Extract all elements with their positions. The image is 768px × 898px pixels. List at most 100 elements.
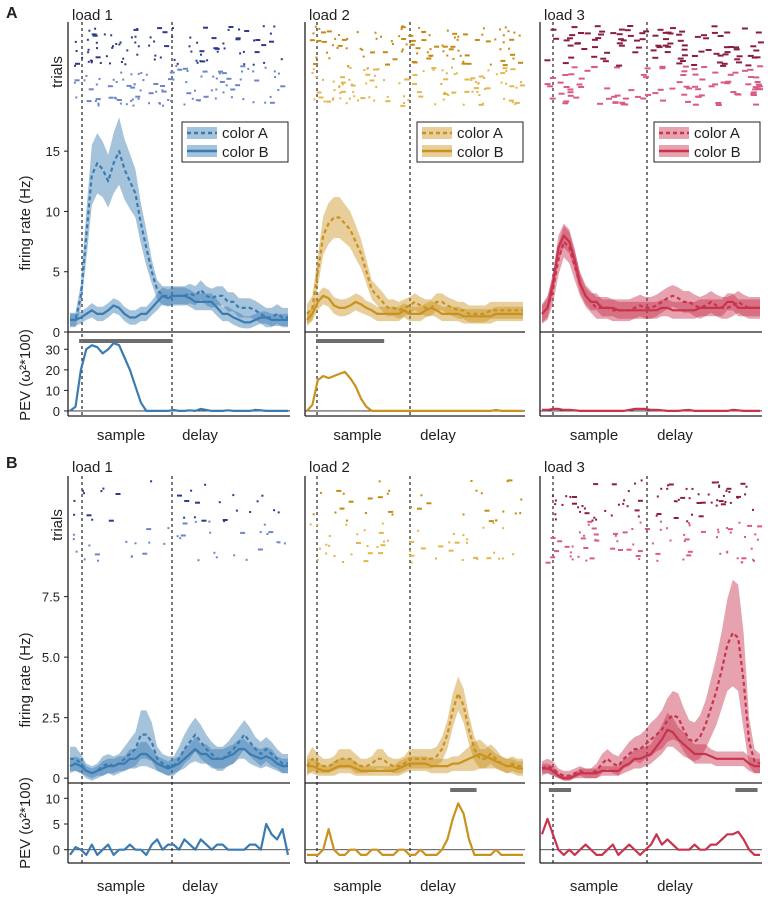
spike-tick [200, 75, 203, 78]
spike-tick [514, 101, 520, 104]
spike-tick [256, 500, 259, 503]
spike-tick [594, 539, 600, 542]
spike-tick [221, 72, 227, 75]
spike-tick [280, 58, 283, 61]
spike-tick [97, 559, 99, 562]
spike-tick [426, 57, 432, 60]
spike-tick [159, 56, 162, 59]
spike-tick [724, 51, 731, 54]
spike-tick [83, 558, 86, 561]
pev-tick-label: 5 [53, 817, 60, 832]
spike-tick [356, 542, 361, 544]
spike-tick [162, 104, 164, 107]
spike-tick [446, 29, 449, 32]
legend-b-label: color B [222, 144, 269, 161]
spike-tick [112, 78, 115, 81]
spike-tick [114, 96, 116, 99]
spike-tick [362, 55, 365, 58]
spike-tick [212, 75, 215, 78]
spike-tick [391, 43, 394, 45]
spike-tick [410, 506, 412, 509]
spike-tick [500, 81, 503, 84]
legend-box [181, 121, 289, 163]
spike-tick [203, 26, 208, 29]
spike-tick [680, 74, 687, 76]
spike-tick [445, 72, 448, 75]
spike-tick [340, 76, 345, 79]
spike-tick [334, 37, 337, 40]
spike-tick [277, 72, 280, 75]
spike-tick [485, 40, 491, 43]
spike-tick [196, 61, 199, 64]
spike-tick [448, 541, 451, 544]
spike-tick [130, 99, 133, 102]
spike-tick [160, 85, 165, 87]
spike-tick [473, 87, 479, 90]
spike-tick [699, 78, 706, 81]
spike-tick [215, 77, 218, 80]
spike-tick [554, 550, 560, 553]
spike-tick [204, 483, 207, 486]
spike-tick [112, 45, 114, 48]
spike-tick [583, 547, 589, 549]
raster [72, 480, 286, 562]
spike-tick [176, 535, 179, 538]
spike-tick [400, 26, 406, 29]
spike-tick [74, 40, 77, 43]
spike-tick [443, 91, 446, 94]
spike-tick [120, 71, 123, 74]
spike-tick [634, 95, 641, 98]
spike-tick [595, 518, 598, 521]
spike-tick [705, 49, 712, 51]
spike-tick [326, 51, 329, 54]
rate-axis-label: firing rate (Hz) [17, 175, 34, 270]
raster [309, 25, 525, 107]
spike-tick [695, 88, 702, 91]
spike-tick [325, 552, 328, 555]
spike-tick [499, 28, 502, 31]
spike-tick [569, 496, 572, 498]
spike-tick [700, 530, 706, 533]
spike-tick [153, 83, 159, 85]
spike-tick [409, 43, 415, 46]
spike-tick [339, 97, 342, 100]
spike-tick [183, 67, 188, 70]
spike-tick [569, 551, 572, 554]
raster [545, 479, 763, 564]
spike-tick [656, 559, 659, 562]
spike-tick [118, 43, 121, 46]
spike-tick [73, 499, 76, 502]
spike-tick [367, 67, 369, 70]
spike-tick [446, 54, 449, 57]
spike-tick [719, 552, 722, 555]
spike-tick [241, 70, 243, 73]
spike-tick [475, 81, 477, 84]
spike-tick [94, 553, 100, 556]
spike-tick [728, 491, 731, 493]
spike-tick [74, 64, 76, 67]
raster [73, 25, 286, 107]
spike-tick [591, 55, 598, 58]
spike-tick [696, 502, 702, 504]
spike-tick [316, 39, 322, 42]
spike-tick [667, 484, 669, 487]
spike-tick [228, 26, 234, 28]
spike-tick [199, 50, 205, 53]
spike-tick [126, 49, 129, 52]
pev-tick-label: 10 [46, 383, 60, 398]
spike-tick [611, 95, 618, 98]
spike-tick [431, 67, 437, 70]
spike-tick [365, 73, 371, 76]
spike-tick [131, 98, 134, 101]
spike-tick [239, 78, 242, 81]
spike-tick [583, 507, 586, 510]
spike-tick [312, 513, 315, 516]
spike-tick [692, 73, 699, 76]
spike-tick [683, 540, 686, 542]
spike-tick [663, 38, 669, 41]
spike-tick [189, 36, 192, 39]
legend-box [653, 121, 761, 163]
spike-tick [409, 550, 412, 553]
legend: color A color B [653, 121, 761, 163]
spike-tick [163, 542, 166, 545]
